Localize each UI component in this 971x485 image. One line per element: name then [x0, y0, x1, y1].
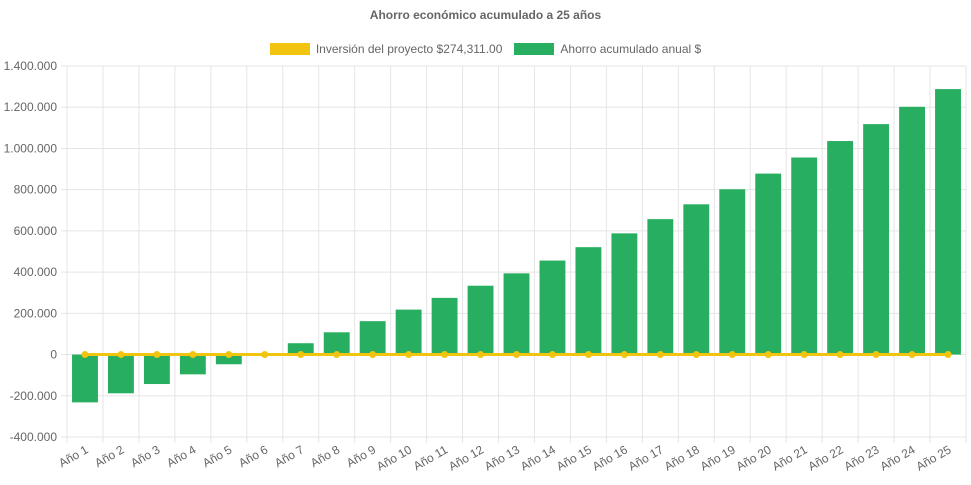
x-tick-label: Año 16: [590, 442, 630, 473]
bar-ahorro[interactable]: [431, 297, 458, 355]
y-tick-label: 1.000.000: [4, 141, 58, 155]
bar-ahorro[interactable]: [467, 285, 494, 355]
bar-ahorro[interactable]: [899, 106, 926, 355]
bar-ahorro[interactable]: [323, 332, 350, 355]
x-tick-label: Año 19: [698, 442, 738, 473]
bar-ahorro[interactable]: [755, 173, 782, 355]
point-inversion[interactable]: [189, 351, 197, 359]
legend-item-inversion[interactable]: Inversión del proyecto $274,311.00: [269, 42, 503, 56]
legend-swatch-ahorro: [514, 43, 555, 55]
x-tick-label: Año 10: [374, 442, 414, 473]
x-tick-label: Año 7: [272, 442, 306, 470]
x-tick-label: Año 1: [56, 442, 90, 470]
legend-label-ahorro: Ahorro acumulado anual $: [560, 42, 702, 56]
bar-ahorro[interactable]: [539, 260, 566, 355]
point-inversion[interactable]: [872, 351, 880, 359]
bar-ahorro[interactable]: [215, 354, 242, 365]
point-inversion[interactable]: [656, 351, 664, 359]
point-inversion[interactable]: [944, 351, 952, 359]
point-inversion[interactable]: [584, 351, 592, 359]
x-tick-label: Año 8: [308, 442, 342, 470]
point-inversion[interactable]: [692, 351, 700, 359]
y-tick-label: 400.000: [14, 265, 58, 279]
point-inversion[interactable]: [81, 351, 89, 359]
y-tick-label: -200.000: [10, 389, 58, 403]
point-inversion[interactable]: [405, 351, 413, 359]
point-inversion[interactable]: [225, 351, 233, 359]
bar-ahorro[interactable]: [935, 89, 961, 355]
legend: Inversión del proyecto $274,311.00 Ahorr…: [0, 42, 971, 56]
point-inversion[interactable]: [620, 351, 628, 359]
bar-ahorro[interactable]: [72, 354, 98, 403]
bar-ahorro[interactable]: [863, 124, 890, 355]
point-inversion[interactable]: [800, 351, 808, 359]
x-tick-label: Año 4: [164, 442, 198, 470]
bar-ahorro[interactable]: [179, 354, 206, 375]
y-tick-label: 0: [50, 348, 57, 362]
x-tick-label: Año 18: [662, 442, 702, 473]
point-inversion[interactable]: [369, 351, 377, 359]
y-tick-label: -400.000: [10, 430, 58, 444]
x-tick-label: Año 13: [482, 442, 522, 473]
point-inversion[interactable]: [764, 351, 772, 359]
point-inversion[interactable]: [441, 351, 449, 359]
legend-swatch-inversion: [269, 43, 310, 55]
x-tick-label: Año 9: [344, 442, 378, 470]
x-tick-label: Año 11: [411, 442, 450, 473]
point-inversion[interactable]: [513, 351, 520, 359]
point-inversion[interactable]: [477, 351, 485, 359]
point-inversion[interactable]: [297, 351, 305, 359]
x-tick-label: Año 20: [734, 442, 774, 473]
bar-ahorro[interactable]: [611, 233, 638, 355]
x-tick-label: Año 2: [92, 442, 126, 470]
point-inversion[interactable]: [836, 351, 844, 359]
y-tick-label: 1.400.000: [4, 59, 58, 73]
y-tick-label: 600.000: [14, 224, 58, 238]
legend-item-ahorro[interactable]: Ahorro acumulado anual $: [514, 42, 701, 56]
x-tick-label: Año 14: [518, 442, 558, 473]
point-inversion[interactable]: [333, 351, 341, 359]
bar-ahorro[interactable]: [395, 309, 422, 355]
bar-ahorro[interactable]: [827, 141, 854, 355]
bar-ahorro[interactable]: [143, 354, 170, 385]
x-tick-label: Año 6: [236, 442, 270, 470]
point-inversion[interactable]: [261, 351, 269, 359]
bar-ahorro[interactable]: [503, 273, 530, 355]
point-inversion[interactable]: [728, 351, 736, 359]
bar-ahorro[interactable]: [359, 321, 386, 355]
point-inversion[interactable]: [117, 351, 125, 359]
x-tick-label: Año 23: [842, 442, 882, 473]
x-tick-label: Año 22: [806, 442, 846, 473]
bar-ahorro[interactable]: [683, 204, 710, 355]
x-tick-label: Año 25: [914, 442, 954, 473]
x-tick-label: Año 24: [878, 442, 918, 473]
bar-ahorro[interactable]: [647, 219, 674, 355]
y-tick-label: 200.000: [14, 306, 58, 320]
x-tick-label: Año 17: [626, 442, 666, 473]
y-tick-label: 1.200.000: [4, 100, 58, 114]
point-inversion[interactable]: [548, 351, 556, 359]
x-tick-label: Año 3: [128, 442, 162, 470]
legend-label-inversion: Inversión del proyecto $274,311.00: [315, 42, 503, 56]
chart-title: Ahorro económico acumulado a 25 años: [369, 8, 602, 22]
bar-ahorro[interactable]: [287, 343, 314, 355]
bar-ahorro[interactable]: [107, 354, 134, 394]
bar-ahorro[interactable]: [719, 189, 746, 355]
bar-ahorro[interactable]: [791, 157, 818, 355]
point-inversion[interactable]: [153, 351, 161, 359]
y-tick-label: 800.000: [14, 183, 58, 197]
x-tick-label: Año 12: [446, 442, 486, 473]
x-tick-label: Año 15: [554, 442, 594, 473]
x-tick-label: Año 5: [200, 442, 234, 470]
bar-ahorro[interactable]: [575, 247, 602, 355]
point-inversion[interactable]: [908, 351, 916, 359]
x-tick-label: Año 21: [770, 442, 810, 473]
